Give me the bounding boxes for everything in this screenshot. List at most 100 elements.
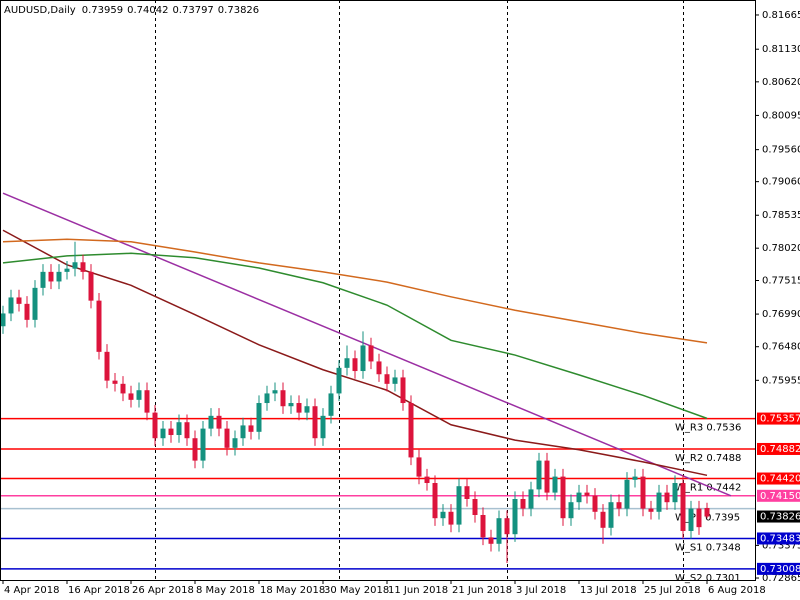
candle-body: [64, 268, 70, 272]
candle-body: [664, 492, 670, 503]
candle-body: [352, 358, 358, 372]
candle-body: [144, 390, 150, 413]
candle-body: [360, 345, 366, 372]
candle-body: [112, 380, 118, 384]
candle-body: [648, 508, 654, 512]
level-label: W_R1 0.7442: [675, 483, 741, 494]
candle-body: [472, 498, 478, 515]
candle-body: [296, 403, 302, 413]
candle-body: [56, 271, 62, 282]
y-tick-label: 0.76990: [762, 309, 800, 320]
candle-body: [376, 361, 382, 375]
candle-body: [568, 502, 574, 519]
level-price-box: [757, 562, 800, 575]
level-label: W_R3 0.7536: [675, 423, 741, 434]
candle-body: [576, 492, 582, 503]
period-separators: [155, 0, 684, 580]
candle-body: [480, 514, 486, 538]
candle-body: [104, 351, 110, 381]
level-label: W_S2 0.7301: [675, 573, 741, 584]
level-price-label: 0.73008: [760, 564, 800, 575]
level-label: W_R2 0.7488: [675, 453, 741, 464]
candle-body: [160, 428, 166, 439]
candle-body: [176, 422, 182, 436]
level-price-label: 0.73483: [760, 533, 800, 544]
candle-body: [152, 412, 158, 439]
candle-body: [256, 403, 262, 432]
candle-body: [408, 403, 414, 458]
x-tick-label: 21 Jun 2018: [452, 585, 512, 596]
indicator-line: [2, 192, 732, 497]
candle-body: [208, 415, 214, 429]
level-price-label: 0.74420: [760, 474, 800, 485]
y-tick-label: 0.80095: [762, 110, 800, 121]
candle-body: [512, 498, 518, 535]
candle-body: [368, 345, 374, 362]
candle-body: [536, 460, 542, 490]
candle-body: [416, 457, 422, 477]
candle-body: [680, 483, 686, 531]
candle-body: [544, 460, 550, 493]
candle-body: [128, 393, 134, 400]
y-tick-label: 0.80620: [762, 77, 800, 88]
candle-body: [424, 476, 430, 484]
level-label: W_S1 0.7348: [675, 542, 741, 553]
level-label: W_PP 0.7395: [675, 513, 740, 524]
x-tick-label: 30 May 2018: [324, 585, 389, 596]
candle-body: [624, 479, 630, 509]
candle-body: [600, 511, 606, 528]
candle-body: [608, 502, 614, 528]
level-price-box: [757, 412, 800, 425]
candle-body: [336, 367, 342, 394]
candle-body: [440, 511, 446, 519]
candle-body: [272, 390, 278, 394]
candle-body: [0, 313, 6, 327]
header-close: 0.73826: [218, 5, 259, 16]
y-tick-label: 0.79060: [762, 177, 800, 188]
x-tick-label: 3 Jul 2018: [516, 585, 566, 596]
candle-body: [32, 287, 38, 320]
y-tick-label: 0.72865: [762, 573, 800, 584]
level-price-box: [757, 489, 800, 502]
x-tick-label: 8 May 2018: [196, 585, 255, 596]
candle-body: [488, 537, 494, 544]
candle-body: [192, 438, 198, 461]
candle-body: [528, 489, 534, 509]
candle-body: [672, 483, 678, 503]
level-price-label: 0.74150: [760, 491, 800, 502]
x-tick-label: 4 Apr 2018: [4, 585, 59, 596]
y-tick-label: 0.81130: [762, 44, 800, 55]
candle-body: [224, 428, 230, 448]
y-tick-label: 0.79560: [762, 145, 800, 156]
candle-body: [392, 377, 398, 384]
header-open: 0.73959: [82, 5, 123, 16]
candle-body: [16, 297, 22, 304]
candle-body: [384, 374, 390, 384]
y-tick-label: 0.81665: [762, 10, 800, 21]
candle-body: [432, 483, 438, 519]
candle-body: [688, 508, 694, 531]
x-tick-label: 16 Apr 2018: [68, 585, 130, 596]
candle-body: [504, 518, 510, 535]
x-tick-label: 25 Jul 2018: [644, 585, 701, 596]
candle-body: [328, 393, 334, 416]
candle-body: [80, 262, 86, 272]
candle-body: [48, 271, 54, 282]
candle-body: [248, 425, 254, 432]
candle-body: [696, 508, 702, 528]
candle-body: [400, 377, 406, 404]
level-price-box: [757, 532, 800, 545]
level-price-label: 0.74882: [760, 444, 800, 455]
candle-body: [304, 406, 310, 413]
candle-body: [632, 476, 638, 480]
candle-body: [704, 508, 710, 517]
level-price-label: 0.75357: [760, 414, 800, 425]
candle-body: [72, 262, 78, 269]
plot: W_R3 0.7536 W_R2 0.7488 W_R1 0.7442 W_PP 0.…: [0, 192, 755, 584]
candle-body: [88, 271, 94, 301]
current-price-box: [757, 510, 800, 523]
candle-body: [240, 425, 246, 439]
candle-body: [136, 390, 142, 400]
candle-body: [216, 415, 222, 429]
